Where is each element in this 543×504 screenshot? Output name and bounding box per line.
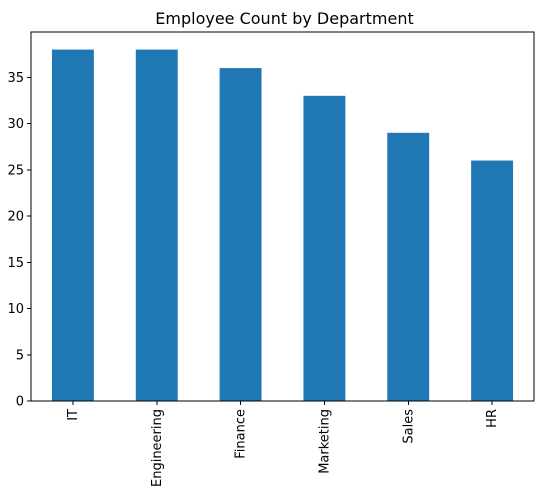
y-tick-label: 25	[7, 163, 24, 178]
plot-frame	[30, 31, 535, 402]
plot-border	[30, 31, 535, 402]
y-tick-label: 5	[16, 348, 24, 363]
bar-marketing	[303, 95, 346, 401]
chart-title: Employee Count by Department	[155, 9, 413, 28]
x-tick-label: Sales	[401, 409, 416, 444]
x-tick-label: Marketing	[317, 409, 332, 474]
x-axis: IT Engineering Finance Marketing Sales HR	[66, 401, 500, 487]
x-tick-label: IT	[66, 409, 81, 421]
y-tick-label: 10	[7, 302, 24, 317]
y-axis: 0 5 10 15 20 25 30 35	[7, 71, 31, 410]
x-tick-label: Finance	[234, 409, 249, 459]
y-tick-label: 0	[16, 395, 24, 410]
bar-engineering	[135, 49, 178, 401]
bars-group	[51, 49, 514, 402]
x-tick-label: Engineering	[150, 409, 165, 487]
bar-hr	[471, 160, 514, 401]
y-tick-label: 30	[7, 117, 24, 132]
y-tick-label: 20	[7, 210, 24, 225]
y-tick-label: 15	[7, 256, 24, 271]
bar-finance	[219, 68, 262, 401]
y-tick-label: 35	[7, 71, 24, 86]
bar-it	[51, 49, 94, 401]
x-tick-label: HR	[485, 409, 500, 428]
bar-sales	[387, 132, 430, 402]
